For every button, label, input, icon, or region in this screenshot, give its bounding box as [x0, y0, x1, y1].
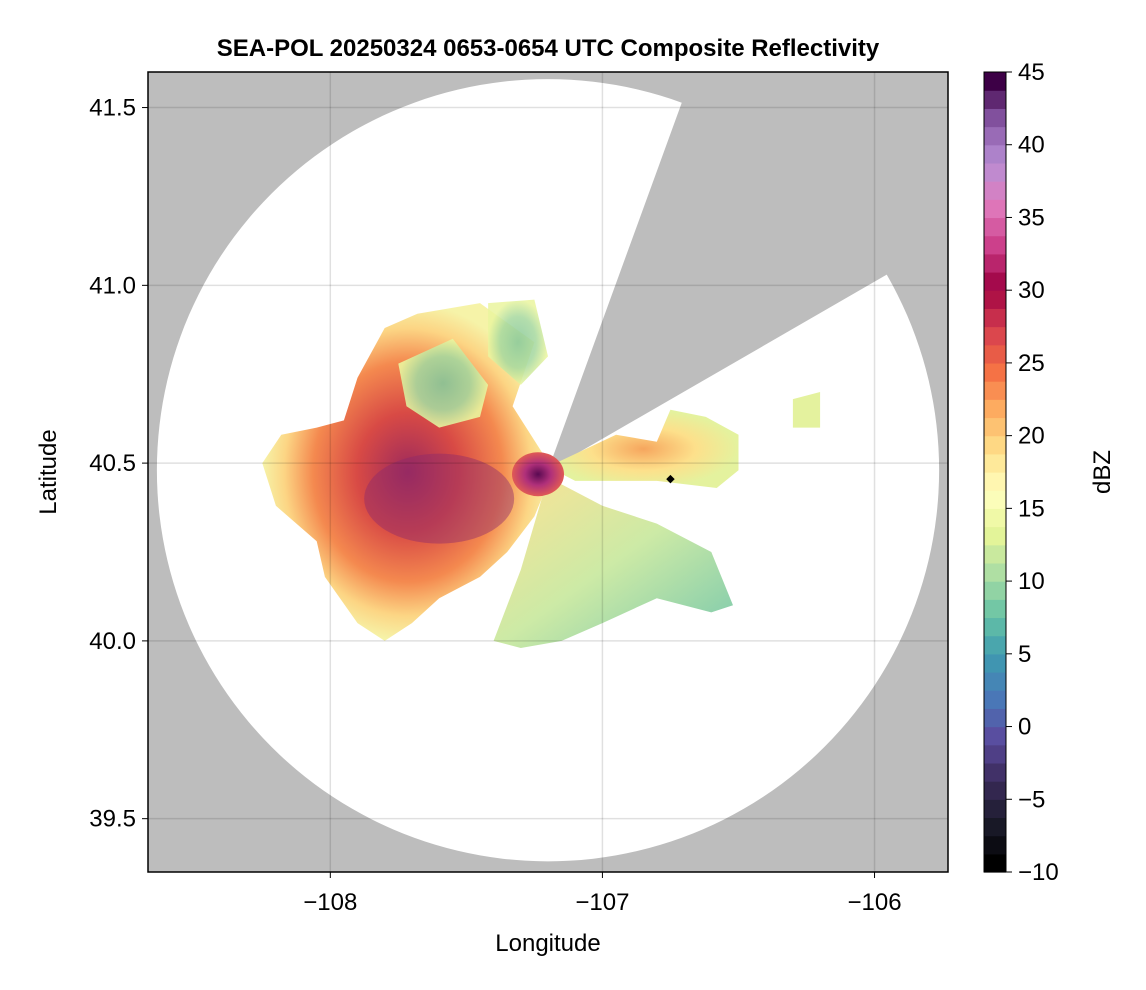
echo-northern-cell	[398, 338, 489, 428]
colorbar-swatch	[984, 762, 1006, 782]
colorbar-tick-label: 35	[1018, 204, 1045, 231]
colorbar-swatch	[984, 581, 1006, 600]
echo-field	[262, 299, 821, 648]
colorbar-label: dBZ	[1089, 450, 1116, 494]
y-tick-label: 40.5	[89, 450, 136, 477]
echo-near-radar	[512, 452, 564, 497]
colorbar-swatch	[984, 272, 1006, 291]
colorbar-swatch	[984, 235, 1006, 255]
colorbar-swatch	[984, 435, 1006, 455]
colorbar-swatch	[984, 472, 1006, 491]
colorbar-ticks: −10 −5 0 5 10 15 20 25 30 35 40 45	[1006, 59, 1059, 886]
colorbar-swatch	[984, 72, 1006, 91]
colorbar-tick-label: 15	[1018, 495, 1045, 522]
x-axis-label: Longitude	[495, 930, 600, 957]
colorbar-swatch	[984, 326, 1006, 346]
x-tick-label: −107	[575, 889, 629, 916]
colorbar-swatch	[984, 708, 1006, 728]
x-tick-label: −108	[303, 889, 357, 916]
colorbar-swatch	[984, 199, 1006, 219]
colorbar-swatch	[984, 290, 1006, 309]
colorbar-tick-label: 20	[1018, 423, 1045, 450]
y-tick-label: 39.5	[89, 806, 136, 833]
colorbar-swatch	[984, 617, 1006, 637]
colorbar-swatch	[984, 308, 1006, 328]
echo-eastern-cluster	[548, 409, 739, 488]
echo-north-fragment	[488, 299, 548, 385]
site-marker	[666, 474, 675, 484]
colorbar-swatch	[984, 562, 1006, 582]
colorbar-swatch	[984, 417, 1006, 437]
colorbar-swatch	[984, 453, 1006, 473]
colorbar-tick-label: 40	[1018, 132, 1045, 159]
x-tick-label: −106	[847, 889, 901, 916]
colorbar-swatch	[984, 544, 1006, 564]
colorbar-swatch	[984, 381, 1006, 400]
colorbar-tick-label: 30	[1018, 277, 1045, 304]
colorbar-swatch	[984, 817, 1006, 837]
echo-west-max	[364, 453, 515, 544]
colorbar-swatch	[984, 399, 1006, 419]
colorbar-frame	[983, 71, 1007, 873]
colorbar-swatch	[984, 672, 1006, 691]
colorbar-tick-label: 0	[1018, 714, 1031, 741]
y-tick-label: 40.0	[89, 628, 136, 655]
colorbar-swatch	[984, 162, 1006, 182]
echo-southeast-streaks	[493, 477, 733, 648]
echo-east-fragment	[792, 392, 821, 428]
colorbar-tick-label: 10	[1018, 568, 1045, 595]
colorbar-swatch	[984, 799, 1006, 819]
colorbar-swatch	[984, 690, 1006, 709]
colorbar-swatch	[984, 744, 1006, 764]
plot-area: −108 −107 −106 39.5 40.0 40.5 41.0 41.5	[89, 71, 949, 916]
colorbar-swatch	[984, 181, 1006, 200]
y-tick-label: 41.0	[89, 272, 136, 299]
colorbar-swatch	[984, 853, 1006, 873]
colorbar-swatch	[984, 490, 1006, 509]
colorbar: −10 −5 0 5 10 15 20 25 30 35 40 45 dBZ	[983, 59, 1116, 886]
colorbar-tick-label: 25	[1018, 350, 1045, 377]
colorbar-tick-label: −10	[1018, 859, 1059, 886]
colorbar-swatch	[984, 362, 1006, 382]
colorbar-swatch	[984, 526, 1006, 546]
colorbar-swatch	[984, 108, 1006, 128]
colorbar-swatch	[984, 781, 1006, 800]
y-axis-label: Latitude	[35, 429, 62, 514]
colorbar-swatch	[984, 653, 1006, 673]
x-axis: −108 −107 −106	[303, 872, 902, 916]
grid-lines	[148, 72, 948, 872]
colorbar-swatch	[984, 253, 1006, 273]
plot-frame	[147, 71, 949, 873]
colorbar-swatch	[984, 344, 1006, 364]
colorbar-tick-label: 5	[1018, 641, 1031, 668]
colorbar-swatch	[984, 126, 1006, 146]
chart-title: SEA-POL 20250324 0653-0654 UTC Composite…	[217, 35, 880, 62]
colorbar-tick-label: −5	[1018, 786, 1045, 813]
colorbar-swatch	[984, 599, 1006, 619]
colorbar-swatches	[984, 72, 1006, 873]
colorbar-swatch	[984, 508, 1006, 528]
colorbar-swatch	[984, 217, 1006, 237]
colorbar-swatch	[984, 144, 1006, 164]
colorbar-swatch	[984, 635, 1006, 655]
y-axis: 39.5 40.0 40.5 41.0 41.5	[89, 95, 148, 833]
colorbar-swatch	[984, 835, 1006, 855]
y-tick-label: 41.5	[89, 95, 136, 122]
colorbar-tick-label: 45	[1018, 59, 1045, 86]
colorbar-swatch	[984, 90, 1006, 109]
colorbar-swatch	[984, 726, 1006, 746]
